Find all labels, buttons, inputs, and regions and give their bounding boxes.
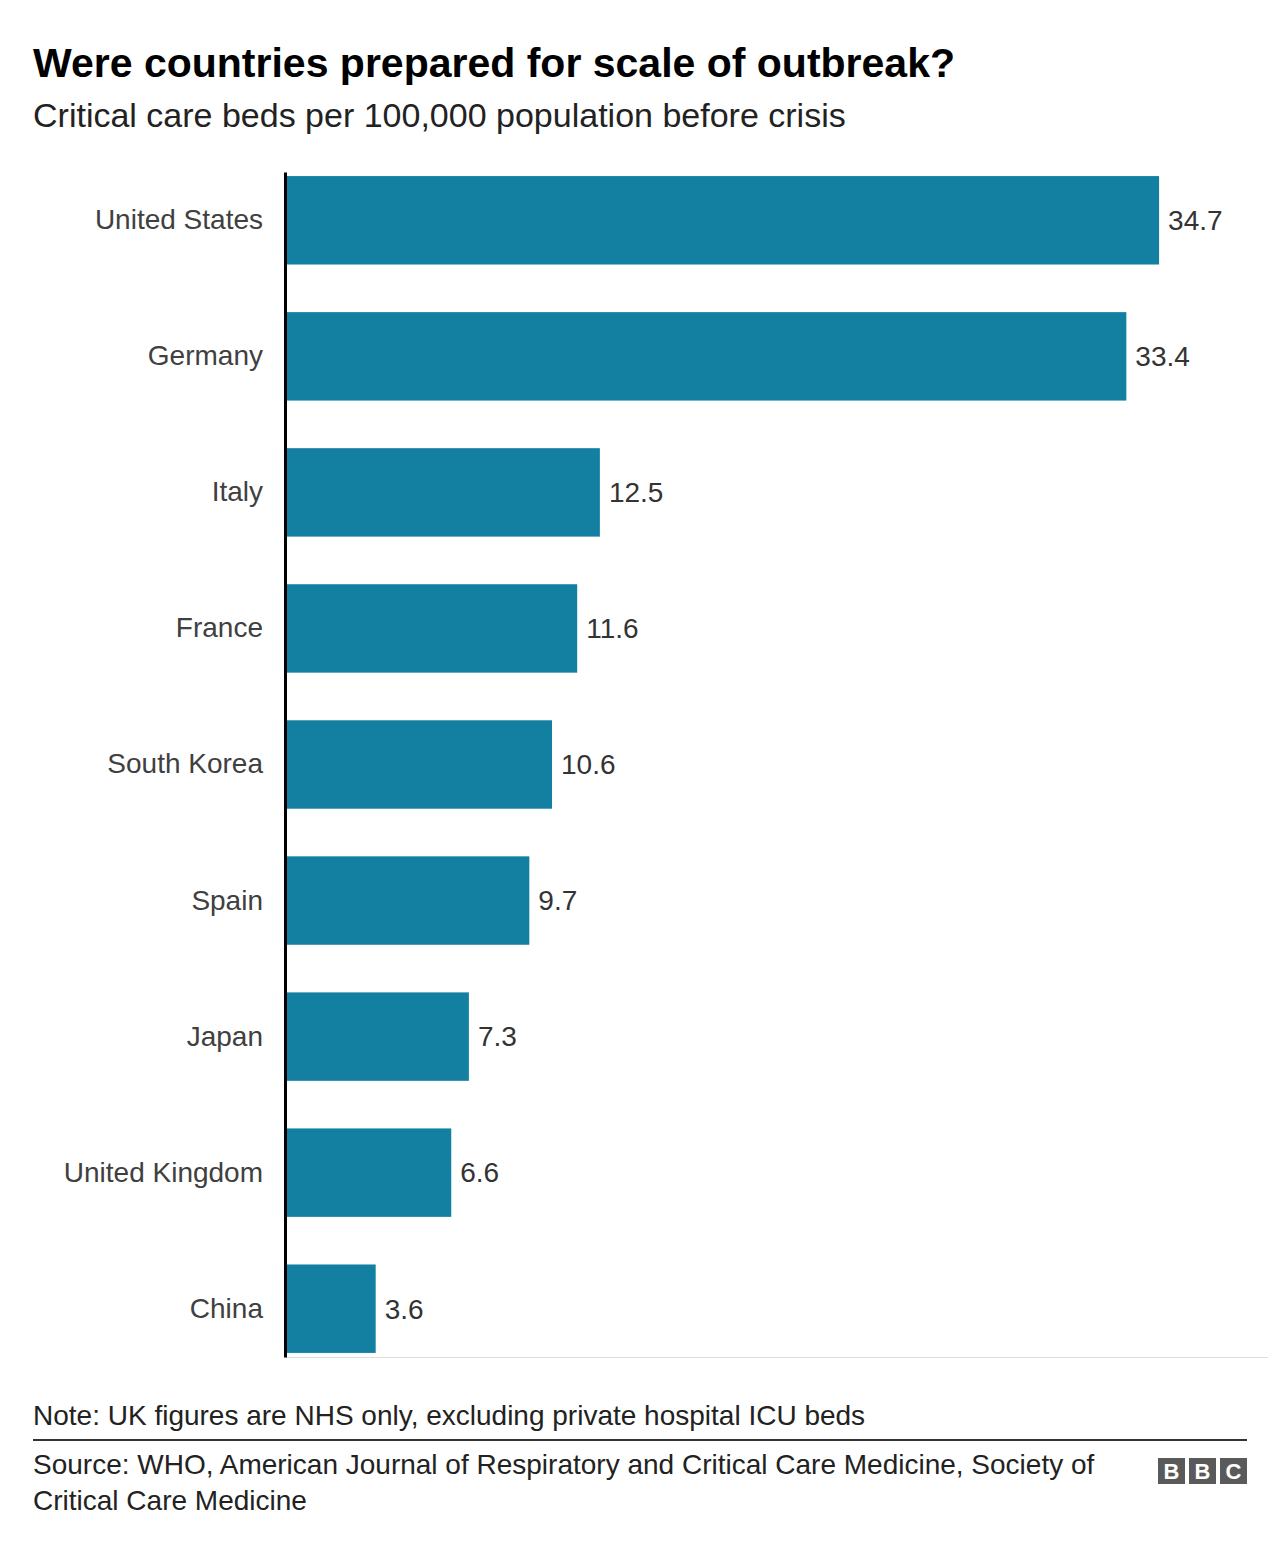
tick-label: Germany bbox=[148, 340, 263, 371]
data-label: 7.3 bbox=[478, 1021, 517, 1052]
logo-text: BBC bbox=[1164, 1459, 1242, 1484]
tick-label: Spain bbox=[191, 885, 263, 916]
bars bbox=[285, 176, 1159, 1353]
data-label: 10.6 bbox=[561, 749, 616, 780]
tick: United States bbox=[95, 204, 285, 235]
title: Were countries prepared for scale of out… bbox=[33, 40, 955, 86]
tick: France bbox=[176, 612, 285, 643]
bar bbox=[285, 448, 600, 536]
data-label: 34.7 bbox=[1168, 205, 1223, 236]
data-label: 9.7 bbox=[538, 885, 577, 916]
x-axis bbox=[286, 1357, 1268, 1358]
data-label: 33.4 bbox=[1135, 341, 1190, 372]
source: Source: WHO, American Journal of Respira… bbox=[33, 1447, 1123, 1519]
tick: China bbox=[190, 1293, 285, 1324]
bar bbox=[285, 584, 577, 672]
bar bbox=[285, 720, 552, 808]
logo-box bbox=[1189, 1458, 1216, 1484]
tick-label: United States bbox=[95, 204, 263, 235]
tick-label: United Kingdom bbox=[64, 1157, 263, 1188]
tick-label: South Korea bbox=[107, 748, 263, 779]
tick: United Kingdom bbox=[64, 1157, 285, 1188]
tick: South Korea bbox=[107, 748, 285, 779]
bar bbox=[285, 176, 1159, 264]
data-labels: 34.7 33.4 12.5 11.6 10.6 9.7 7.3 6.6 3.6 bbox=[385, 205, 1223, 1324]
tick: Spain bbox=[191, 885, 285, 916]
y-axis-line bbox=[284, 173, 287, 1358]
logo-box bbox=[1220, 1458, 1247, 1484]
tick-label: France bbox=[176, 612, 263, 643]
background bbox=[0, 0, 1280, 1552]
logo-box bbox=[1158, 1458, 1185, 1484]
chart: Were countries prepared for scale of out… bbox=[0, 0, 1280, 1552]
data-label: 12.5 bbox=[609, 477, 664, 508]
y-axis: United States Germany Italy France South Kor… bbox=[64, 173, 286, 1358]
tick-label: China bbox=[190, 1293, 264, 1324]
logo: BBC bbox=[1158, 1458, 1247, 1484]
data-label: 3.6 bbox=[385, 1294, 424, 1325]
x-axis-line bbox=[286, 1357, 1268, 1358]
tick: Germany bbox=[148, 340, 285, 371]
tick: Italy bbox=[212, 476, 285, 507]
bar bbox=[285, 312, 1126, 400]
tick: Japan bbox=[187, 1021, 285, 1052]
bar bbox=[285, 1264, 376, 1352]
bar bbox=[285, 856, 529, 944]
data-label: 6.6 bbox=[460, 1157, 499, 1188]
note: Note: UK figures are NHS only, excluding… bbox=[33, 1400, 865, 1431]
tick-label: Japan bbox=[187, 1021, 263, 1052]
subtitle: Critical care beds per 100,000 populatio… bbox=[33, 96, 846, 134]
bar bbox=[285, 992, 469, 1080]
separator bbox=[33, 1439, 1247, 1441]
tick-label: Italy bbox=[212, 476, 263, 507]
bar bbox=[285, 1128, 451, 1216]
data-label: 11.6 bbox=[586, 613, 638, 644]
